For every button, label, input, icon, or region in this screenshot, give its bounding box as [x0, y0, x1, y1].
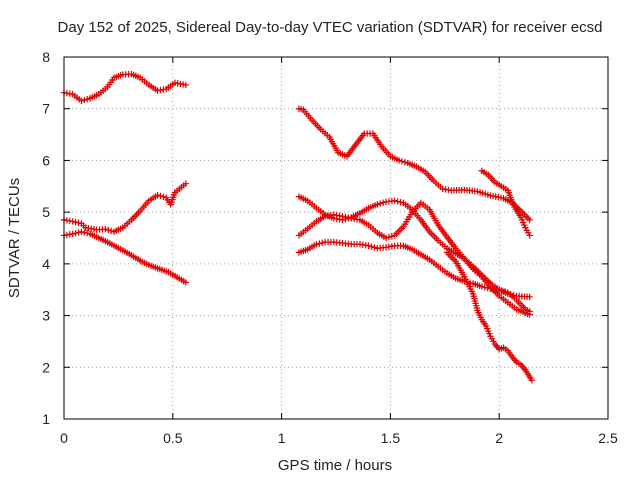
data-point	[182, 81, 190, 89]
data-point	[481, 284, 488, 291]
data-point	[81, 229, 88, 236]
data-point	[157, 192, 164, 200]
data-point	[501, 288, 509, 295]
data-point	[313, 241, 320, 248]
data-point	[526, 308, 533, 315]
data-point	[498, 287, 506, 294]
y-tick-label: 1	[42, 411, 50, 427]
y-axis-label: SDTVAR / TECUs	[6, 178, 23, 298]
data-points	[60, 70, 536, 384]
data-point	[478, 283, 485, 290]
data-point	[394, 198, 401, 205]
data-point	[526, 216, 533, 224]
grid-lines	[64, 57, 608, 419]
data-point	[374, 201, 381, 208]
series-arc-2a	[295, 105, 533, 224]
data-point	[78, 228, 85, 235]
series-arc-1c	[60, 228, 190, 286]
data-point	[72, 218, 79, 226]
data-point	[316, 240, 323, 247]
x-tick-label: 0.5	[163, 430, 183, 446]
data-point	[81, 96, 88, 104]
data-point	[388, 233, 396, 240]
x-tick-label: 2	[495, 430, 503, 446]
data-point	[69, 230, 76, 238]
data-point	[526, 232, 533, 239]
data-point	[69, 218, 76, 225]
x-tick-label: 0	[60, 430, 68, 446]
data-point	[526, 293, 533, 301]
y-tick-label: 5	[42, 204, 50, 220]
data-point	[397, 198, 404, 206]
y-tick-label: 4	[42, 256, 50, 272]
data-point	[182, 180, 190, 187]
data-point	[368, 243, 375, 250]
data-point	[345, 214, 352, 221]
data-point	[382, 234, 390, 242]
data-point	[339, 213, 346, 220]
y-tick-label: 6	[42, 152, 50, 168]
data-point	[319, 239, 326, 247]
data-point	[510, 292, 517, 299]
data-point	[528, 377, 536, 384]
data-point	[395, 157, 403, 164]
x-tick-label: 2.5	[598, 430, 618, 446]
data-point	[84, 96, 91, 103]
data-point	[102, 226, 109, 233]
series-arc-3b	[443, 249, 536, 384]
data-point	[391, 197, 398, 204]
y-tick-label: 7	[42, 101, 50, 117]
data-point	[105, 226, 112, 234]
data-point	[398, 158, 406, 165]
data-point	[75, 219, 82, 227]
y-tick-label: 2	[42, 359, 50, 375]
y-tick-label: 3	[42, 308, 50, 324]
chart-title: Day 152 of 2025, Sidereal Day-to-day VTE…	[58, 19, 603, 36]
data-point	[365, 242, 372, 249]
x-axis-label: GPS time / hours	[278, 457, 392, 474]
data-point	[385, 233, 393, 241]
x-tick-label: 1	[278, 430, 286, 446]
series-arc-2c	[295, 199, 533, 318]
data-point	[377, 200, 384, 207]
data-point	[78, 97, 85, 105]
series-arc-3a	[478, 167, 533, 239]
data-point	[484, 284, 491, 292]
series-arc-2d	[295, 238, 533, 315]
data-point	[160, 193, 167, 201]
data-point	[84, 229, 91, 237]
data-point	[72, 229, 79, 237]
data-point	[401, 158, 409, 166]
plot-frame	[63, 56, 609, 420]
data-point	[154, 191, 161, 199]
data-point	[379, 199, 387, 206]
data-point	[182, 279, 190, 286]
data-point	[75, 229, 82, 236]
y-tick-label: 8	[42, 49, 50, 65]
series-arc-1a	[60, 70, 190, 105]
data-point	[371, 244, 378, 251]
x-tick-label: 1.5	[381, 430, 401, 446]
data-point	[496, 286, 503, 293]
series-arc-1b	[60, 180, 190, 235]
data-point	[342, 213, 349, 221]
